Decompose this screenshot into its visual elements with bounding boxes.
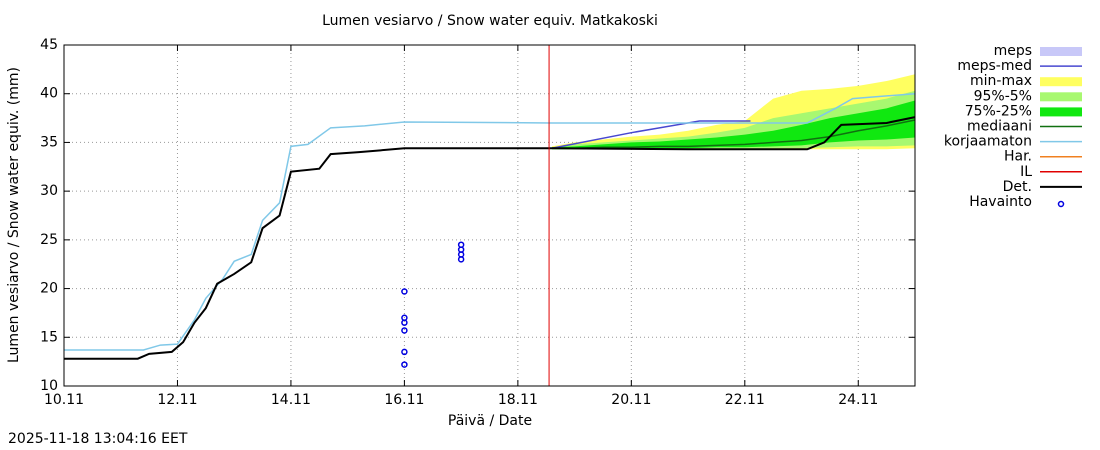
legend-label: 75%-25% [965, 103, 1032, 119]
point [401, 348, 408, 356]
timestamp: 2025-11-18 13:04:16 EET [8, 431, 188, 447]
legend-label: 95%-5% [974, 88, 1032, 104]
legend-swatch [1040, 77, 1082, 87]
y-tick-label: 10 [40, 378, 58, 394]
x-tick-label: 10.11 [44, 392, 84, 408]
plot-frame [63, 44, 916, 387]
line [64, 116, 916, 360]
x-tick-label: 20.11 [611, 392, 651, 408]
legend-swatch [1040, 107, 1082, 117]
y-tick-label: 20 [40, 281, 58, 297]
point [401, 327, 408, 334]
y-tick-label: 35 [40, 134, 58, 150]
x-tick-label: 18.11 [498, 392, 538, 408]
point [401, 288, 408, 295]
line [551, 120, 751, 150]
x-tick-label: 24.11 [838, 392, 878, 408]
legend-label: IL [1020, 164, 1032, 180]
legend-swatch [1040, 47, 1082, 56]
y-axis-label: Lumen vesiarvo / Snow water equiv. (mm) [6, 67, 22, 363]
legend-swatch [1057, 200, 1065, 208]
line [64, 92, 916, 351]
legend-label: Det. [1003, 179, 1032, 195]
legend-label: Havainto [969, 194, 1032, 210]
point [457, 256, 465, 263]
legend-label: mediaani [967, 119, 1032, 135]
y-tick-label: 15 [40, 329, 58, 345]
point [401, 319, 408, 326]
x-tick-label: 16.11 [384, 392, 424, 408]
legend-label: meps-med [957, 58, 1032, 74]
point [401, 361, 408, 368]
y-tick-label: 25 [40, 232, 58, 248]
y-tick-label: 40 [40, 86, 58, 102]
legend-swatch [1040, 92, 1082, 102]
chart-title: Lumen vesiarvo / Snow water equiv. Matka… [322, 13, 658, 29]
x-tick-label: 14.11 [271, 392, 311, 408]
legend-label: meps [994, 43, 1032, 59]
x-tick-label: 12.11 [157, 392, 197, 408]
legend-label: korjaamaton [944, 134, 1032, 150]
y-tick-label: 30 [40, 183, 58, 199]
legend-label: Har. [1004, 149, 1032, 165]
legend-label: min-max [970, 73, 1032, 89]
line [551, 119, 916, 150]
x-tick-label: 22.11 [725, 392, 765, 408]
x-axis-label: Päivä / Date [448, 413, 532, 429]
y-tick-label: 45 [40, 37, 58, 53]
